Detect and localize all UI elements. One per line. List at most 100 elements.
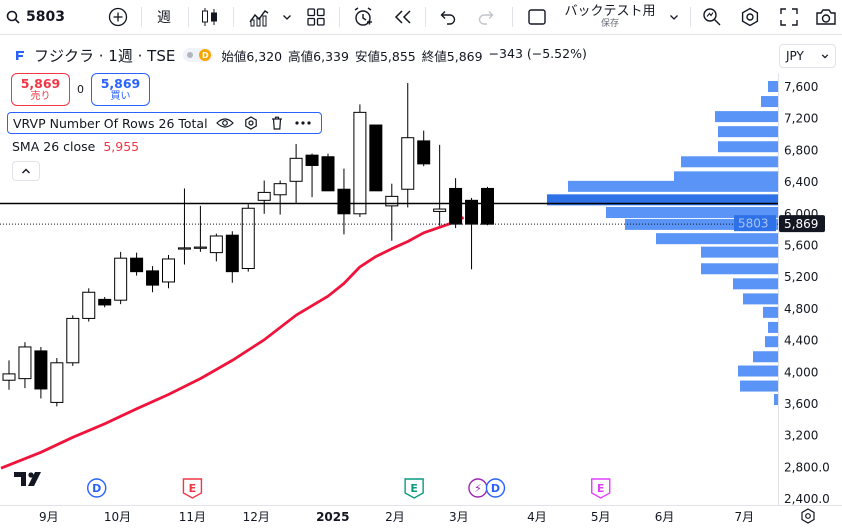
quick-search-button[interactable] <box>699 0 725 34</box>
chart-type-button[interactable] <box>198 0 222 34</box>
buy-price: 5,869 <box>100 76 141 92</box>
top-toolbar: 5803 週 バックテスト用 保存 <box>0 0 842 34</box>
price-tick-label: 5,600 <box>784 239 818 253</box>
candle <box>50 358 64 407</box>
candle-body-up <box>162 258 175 283</box>
candle-body-up <box>66 317 80 364</box>
candle-body-up <box>433 208 447 212</box>
time-axis[interactable]: 9月 10月 11月 12月 2025 2月 3月 4月 5月 6月 7月 <box>0 472 842 524</box>
price-axis[interactable]: 7,6007,2006,8006,4006,0005,6005,2004,800… <box>734 73 830 506</box>
candle-body-up <box>82 291 96 319</box>
sell-price: 5,869 <box>20 76 61 92</box>
candle-body-up <box>193 246 207 249</box>
candle <box>337 168 351 235</box>
candle <box>433 144 447 226</box>
sma-legend-row[interactable]: SMA 26 close 5,955 <box>12 139 139 154</box>
trash-icon <box>271 116 282 130</box>
redo-button[interactable] <box>474 0 498 34</box>
compare-symbol-button[interactable] <box>106 0 130 34</box>
event-letter: D <box>491 482 500 495</box>
logo-dot <box>28 472 34 478</box>
high-label: 高値 <box>288 48 314 64</box>
indicator-settings-button[interactable] <box>242 115 260 131</box>
high-value: 6,339 <box>313 48 349 64</box>
layouts-button[interactable] <box>304 0 328 34</box>
volume-profile-bar <box>738 365 778 377</box>
volume-profile-bar <box>656 233 778 245</box>
volume-profile-bar <box>768 81 778 92</box>
volume-profile-bar <box>715 111 778 123</box>
toolbar-border <box>0 34 842 35</box>
candle <box>114 251 128 305</box>
candle <box>417 130 431 167</box>
candles <box>2 83 494 407</box>
indicators-button[interactable] <box>245 0 273 34</box>
candle <box>369 124 383 192</box>
camera-icon <box>816 9 836 25</box>
more-options-button[interactable] <box>294 115 312 131</box>
volume-profile-bar <box>774 394 778 406</box>
undo-button[interactable] <box>436 0 460 34</box>
time-tick-label: 4月 <box>527 510 547 524</box>
indicators-dropdown[interactable] <box>279 0 295 34</box>
alert-button[interactable] <box>349 0 377 34</box>
fullscreen-icon <box>780 8 798 26</box>
symbol-title[interactable]: フジクラ · 1週 · TSE <box>34 46 176 65</box>
sell-label: 売り <box>30 90 51 102</box>
market-status-badge[interactable]: D <box>183 48 214 62</box>
gear-icon <box>741 7 759 27</box>
fullscreen-button[interactable] <box>776 0 802 34</box>
candle <box>241 204 255 272</box>
candle-body-up <box>18 346 32 380</box>
symbol-search-button[interactable]: 5803 <box>6 0 68 34</box>
candle <box>353 104 367 217</box>
candle-body-up <box>209 235 223 254</box>
fullscreen-layout-button[interactable] <box>524 0 550 34</box>
price-tick-label: 7,600 <box>784 80 818 94</box>
rewind-icon <box>394 10 411 24</box>
event-letter: E <box>189 482 197 495</box>
candle <box>2 360 16 390</box>
open-value: 6,320 <box>246 48 283 64</box>
toolbar-divider <box>339 7 340 27</box>
currency-selector[interactable]: JPY <box>779 44 836 68</box>
dividend-icon <box>485 478 506 498</box>
timeframe-button[interactable]: 週 <box>157 10 171 26</box>
candle-body-down <box>481 187 494 225</box>
gear-shape <box>801 508 815 524</box>
remove-indicator-button[interactable] <box>268 115 286 131</box>
search-icon <box>703 8 721 26</box>
more-horizontal-icon <box>294 121 311 125</box>
square-icon <box>528 9 546 25</box>
settings-button[interactable] <box>737 0 763 34</box>
low-label: 安値 <box>354 48 380 64</box>
candle <box>177 188 191 265</box>
sma-line <box>0 216 465 470</box>
price-tick-label: 3,600 <box>784 397 818 411</box>
replay-button[interactable] <box>390 0 416 34</box>
volume-profile-bar <box>701 263 778 275</box>
price-tick-label: 4,800 <box>784 302 818 316</box>
buy-button[interactable]: 5,869 買い <box>91 73 150 106</box>
vrvp-indicator-row[interactable]: VRVP Number Of Rows 26 Total <box>7 112 322 134</box>
profile-price-tag <box>734 215 776 232</box>
market-status-dot <box>187 52 194 58</box>
save-layout-button[interactable]: バックテスト用 保存 <box>556 0 664 34</box>
currency-label: JPY <box>786 49 804 63</box>
sell-button[interactable]: 5,869 売り <box>11 73 70 106</box>
volume-profile-bar <box>753 351 778 363</box>
collapse-legend-button[interactable] <box>12 161 40 181</box>
close-value: 5,869 <box>446 48 483 64</box>
candle-body-up <box>257 191 271 201</box>
chevron-up-icon <box>22 168 30 174</box>
symbol-legend: フジクラ · 1週 · TSE D 始値6,320 高値6,339 安値5,85… <box>14 44 587 66</box>
visibility-button[interactable] <box>215 115 234 131</box>
volume-profile-bar <box>681 156 778 168</box>
logo-t <box>14 472 26 486</box>
candle-body-up <box>353 111 367 215</box>
earnings-icon <box>404 478 424 499</box>
snapshot-button[interactable] <box>813 0 839 34</box>
layout-dropdown[interactable] <box>666 0 682 34</box>
buy-label: 買い <box>110 90 131 102</box>
